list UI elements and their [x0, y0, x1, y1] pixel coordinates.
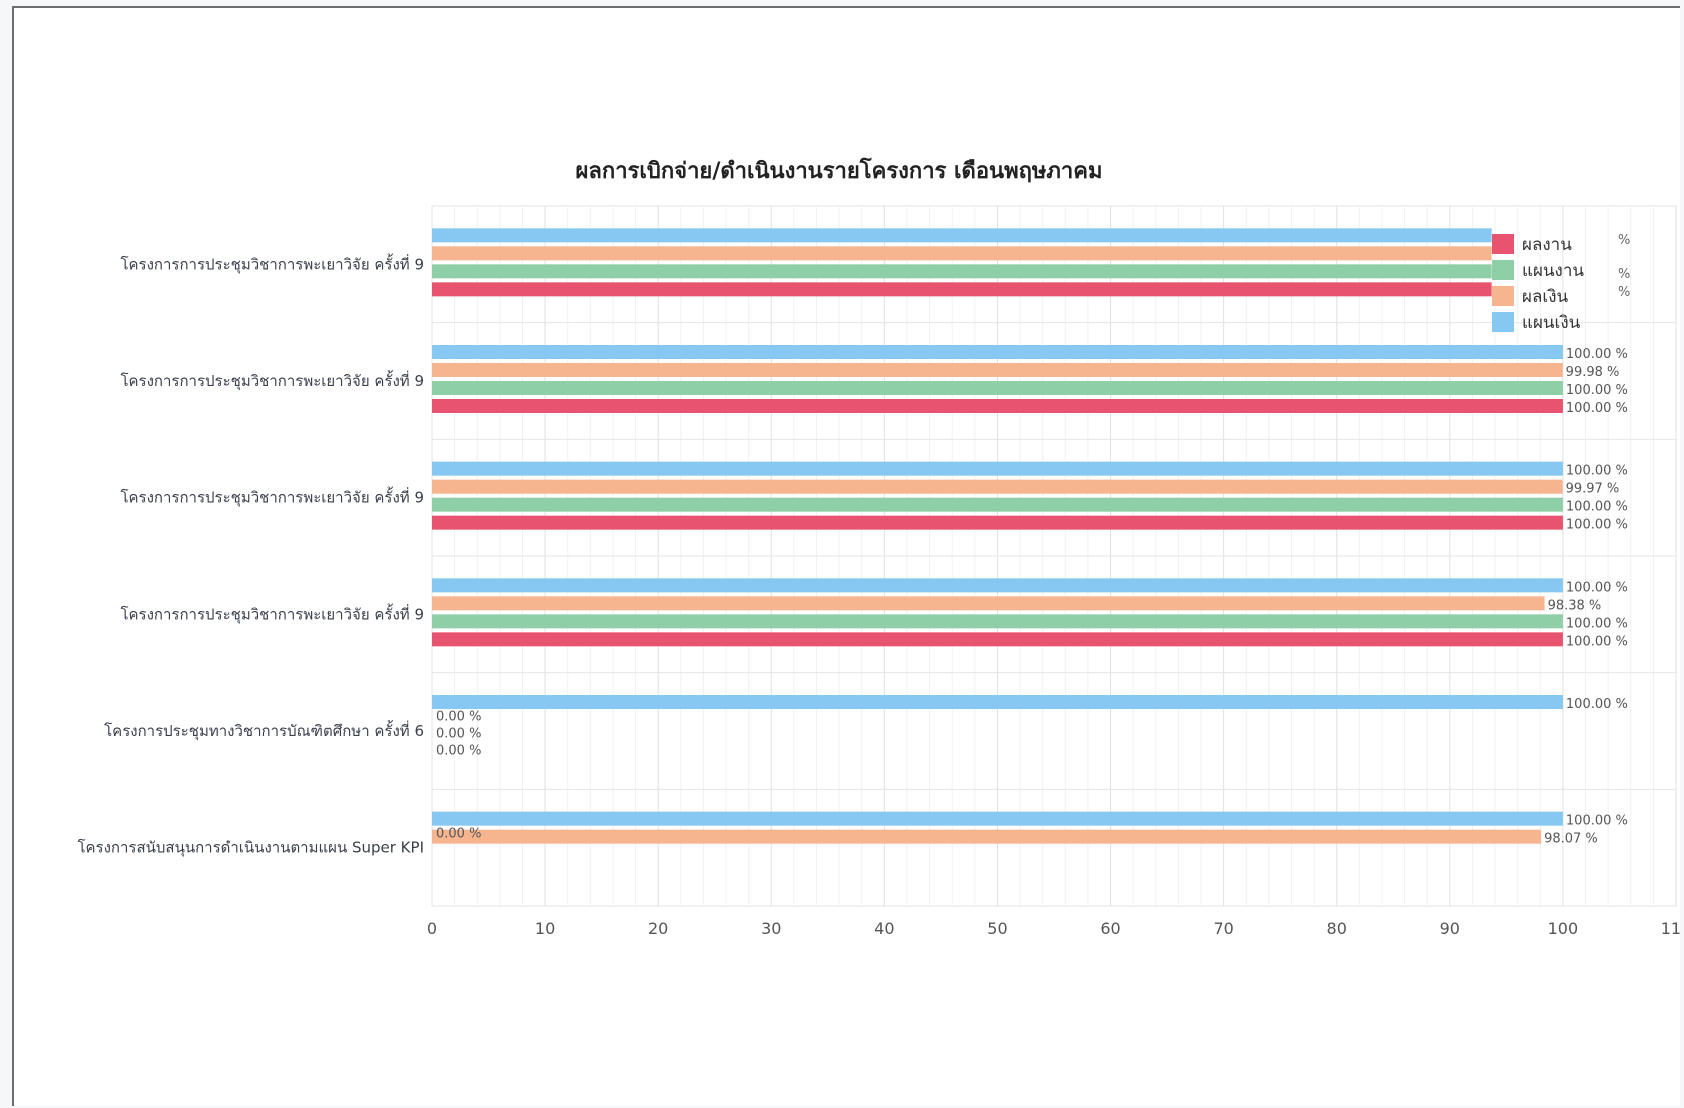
data-label: 100.00 %	[1566, 401, 1628, 416]
data-label: 100.00 %	[1566, 616, 1628, 631]
bar	[432, 829, 1542, 844]
bar	[432, 497, 1563, 512]
data-label: 0.00 %	[436, 727, 481, 742]
bar	[432, 246, 1492, 261]
bar	[432, 264, 1492, 279]
bar	[432, 228, 1492, 243]
bar	[432, 363, 1563, 377]
grid	[431, 205, 1677, 907]
x-tick-label: 40	[874, 919, 894, 938]
legend-swatch	[1492, 260, 1514, 280]
legend-label: แผนเงิน	[1522, 313, 1581, 333]
x-tick-label: 30	[761, 919, 781, 938]
data-label: 100.00 %	[1566, 518, 1628, 533]
legend-unit-label: %	[1618, 285, 1630, 300]
bar	[432, 345, 1563, 359]
x-tick-label: 60	[1100, 919, 1120, 938]
bar	[432, 399, 1563, 413]
bars	[432, 228, 1563, 844]
legend-label: ผลเงิน	[1522, 287, 1568, 307]
bar	[432, 578, 1563, 593]
category-label: โครงการการประชุมวิชาการพะเยาวิจัย ครั้งท…	[120, 370, 424, 391]
x-tick-label: 0	[427, 919, 437, 938]
legend-swatch	[1492, 286, 1514, 306]
data-labels: 100.00 % 99.98 % 100.00 % 100.00 % 100.00 % 9…	[436, 347, 1628, 847]
bar	[432, 811, 1563, 826]
legend-unit-label: %	[1618, 267, 1630, 282]
x-tick-label: 110	[1661, 919, 1682, 938]
data-label: 0.00 %	[436, 744, 481, 759]
data-label: 100.00 %	[1566, 580, 1628, 595]
x-tick-label: 70	[1213, 919, 1233, 938]
chart-title: ผลการเบิกจ่าย/ดำเนินงานรายโครงการ เดือนพ…	[576, 157, 1103, 184]
legend-item[interactable]: ผลเงิน%	[1492, 285, 1630, 307]
legend-label: ผลงาน	[1522, 235, 1572, 255]
x-tick-label: 20	[648, 919, 668, 938]
data-label: 100.00 %	[1566, 464, 1628, 479]
bar	[432, 515, 1563, 530]
category-label: โครงการการประชุมวิชาการพะเยาวิจัย ครั้งท…	[120, 603, 424, 624]
bar	[432, 282, 1492, 297]
bar	[432, 461, 1563, 476]
category-label: โครงการการประชุมวิชาการพะเยาวิจัย ครั้งท…	[120, 253, 424, 274]
data-label: 100.00 %	[1566, 814, 1628, 829]
legend: ผลงาน %แผนงาน %ผลเงิน %แผนเงิน	[1492, 233, 1630, 333]
bar-chart: ผลการเบิกจ่าย/ดำเนินงานรายโครงการ เดือนพ…	[77, 157, 1682, 938]
data-label: 98.38 %	[1548, 598, 1602, 613]
data-label: 99.97 %	[1566, 482, 1620, 497]
bar	[432, 614, 1563, 629]
data-label: 100.00 %	[1566, 347, 1628, 362]
legend-item[interactable]: แผนเงิน	[1492, 312, 1581, 333]
bar	[432, 695, 1563, 709]
legend-swatch	[1492, 234, 1514, 254]
legend-label: แผนงาน	[1522, 261, 1584, 281]
data-label: 0.00 %	[436, 826, 481, 841]
data-label: 100.00 %	[1566, 383, 1628, 398]
bar	[432, 381, 1563, 395]
x-axis-ticks: 0 10 20 30 40 50 60 70 80 90 100 110	[427, 919, 1682, 938]
category-labels: โครงการการประชุมวิชาการพะเยาวิจัย ครั้งท…	[77, 253, 424, 857]
bar	[432, 479, 1563, 494]
data-label: 100.00 %	[1566, 500, 1628, 515]
data-label: 100.00 %	[1566, 697, 1628, 712]
data-label: 0.00 %	[436, 710, 481, 725]
x-tick-label: 10	[535, 919, 555, 938]
legend-item[interactable]: ผลงาน%	[1492, 233, 1630, 255]
x-tick-label: 90	[1440, 919, 1460, 938]
bar	[432, 632, 1563, 647]
x-tick-label: 100	[1548, 919, 1579, 938]
bar	[432, 596, 1545, 611]
data-label: 100.00 %	[1566, 634, 1628, 649]
legend-item[interactable]: แผนงาน%	[1492, 260, 1630, 282]
chart-page: ผลการเบิกจ่าย/ดำเนินงานรายโครงการ เดือนพ…	[12, 6, 1682, 1106]
legend-unit-label: %	[1618, 233, 1630, 248]
category-label: โครงการสนับสนุนการดำเนินงานตามแผน Super …	[77, 839, 424, 858]
category-label: โครงการการประชุมวิชาการพะเยาวิจัย ครั้งท…	[120, 487, 424, 508]
legend-swatch	[1492, 312, 1514, 332]
data-label: 98.07 %	[1544, 832, 1598, 847]
data-label: 99.98 %	[1566, 365, 1620, 380]
category-label: โครงการประชุมทางวิชาการบัณฑิตศึกษา ครั้ง…	[104, 720, 424, 741]
x-tick-label: 50	[987, 919, 1007, 938]
x-tick-label: 80	[1327, 919, 1347, 938]
